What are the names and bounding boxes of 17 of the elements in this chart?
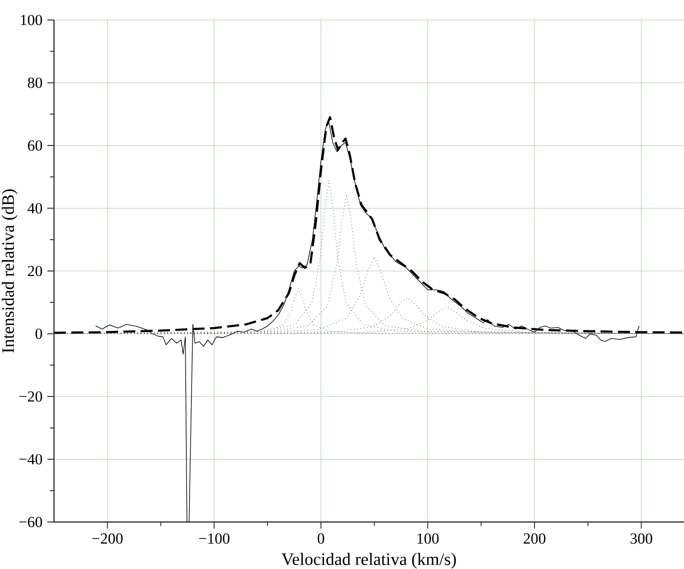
x-axis-title: Velocidad relativa (km/s) (282, 552, 456, 569)
y-tick-label: 0 (36, 328, 42, 339)
x-tick-label: 100 (418, 533, 439, 544)
y-tick-label: −60 (19, 516, 42, 528)
y-axis-title: Intensidad relativa (dB) (2, 189, 18, 353)
y-tick-label: −40 (19, 454, 42, 464)
x-tick-label: −200 (92, 533, 123, 544)
x-tick-label: 200 (524, 533, 546, 544)
y-tick-label: 40 (28, 203, 42, 214)
y-tick-label: 60 (28, 140, 42, 151)
x-tick-label: −100 (199, 533, 230, 544)
x-tick-label: 0 (318, 533, 324, 544)
y-tick-label: 80 (28, 78, 42, 88)
y-tick-label: 100 (20, 14, 42, 26)
y-tick-label: 20 (28, 266, 42, 276)
y-tick-label: −20 (19, 391, 42, 402)
x-tick-label: 300 (630, 533, 652, 544)
